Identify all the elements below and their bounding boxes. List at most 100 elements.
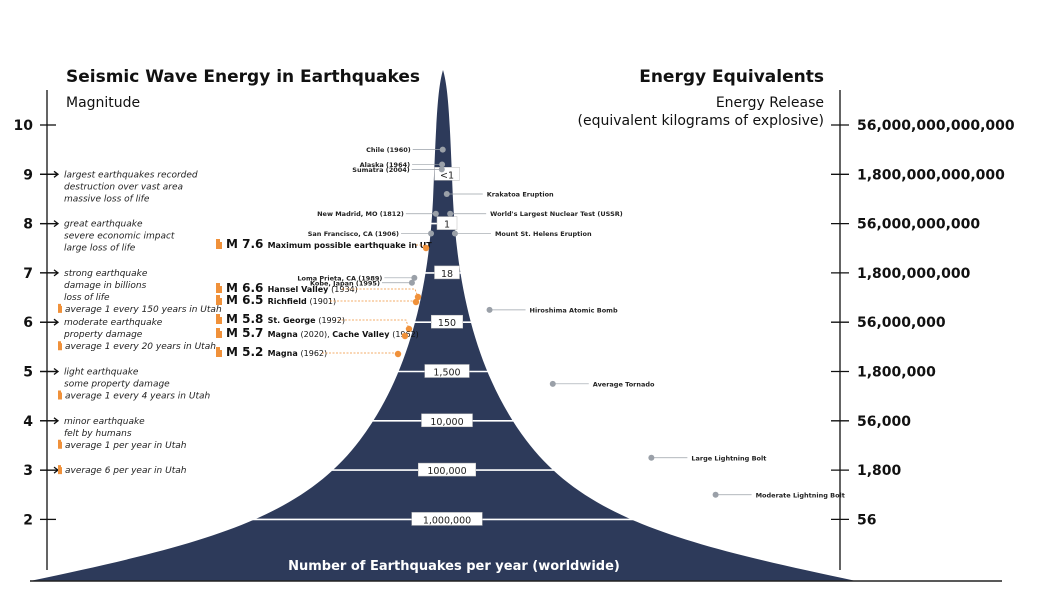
event-label: Krakatoa Eruption <box>487 191 554 199</box>
utah-dot <box>412 298 420 306</box>
utah-icon <box>216 283 222 293</box>
event-label: Kobe, Japan (1995) <box>310 279 380 287</box>
utah-frequency: average 6 per year in Utah <box>65 466 187 476</box>
count-label: 100,000 <box>427 466 466 477</box>
description-arrow <box>40 466 60 474</box>
event-label: Large Lightning Bolt <box>691 454 766 462</box>
magnitude-label: 3 <box>23 463 33 479</box>
description-line: large loss of life <box>64 244 136 254</box>
event-label: Moderate Lightning Bolt <box>756 491 845 499</box>
utah-dot <box>422 244 430 252</box>
magnitude-label: 8 <box>23 217 33 233</box>
utah-leader <box>416 244 427 249</box>
utah-event-label: M 6.5 Richfield (1901) <box>226 293 336 307</box>
utah-frequency: average 1 per year in Utah <box>65 441 187 451</box>
count-box <box>434 265 460 280</box>
utah-icon <box>216 295 222 305</box>
energy-label: 1,800,000 <box>857 365 936 381</box>
event-dot <box>439 161 446 168</box>
description-line: felt by humans <box>64 429 132 439</box>
energy-label: 1,800 <box>857 463 902 479</box>
count-box <box>424 364 470 378</box>
event-dot <box>408 279 415 286</box>
event-dot <box>549 380 556 387</box>
utah-icon <box>58 439 62 449</box>
count-label: 150 <box>438 318 456 329</box>
count-box <box>436 216 458 230</box>
event-label: Alaska (1964) <box>360 161 411 169</box>
event-dot <box>432 210 439 217</box>
utah-frequency: average 1 every 20 years in Utah <box>65 342 216 352</box>
description-arrow <box>40 269 60 277</box>
utah-frequency: average 1 every 4 years in Utah <box>65 392 210 402</box>
title-left: Seismic Wave Energy in Earthquakes <box>66 67 420 87</box>
subtitle-right-1: Energy Release <box>716 95 824 111</box>
utah-event-label: M 5.2 Magna (1962) <box>226 345 327 359</box>
utah-leader <box>330 300 417 303</box>
event-dot <box>447 210 454 217</box>
utah-icon <box>216 314 222 324</box>
count-label: 1 <box>444 220 450 231</box>
utah-icon <box>216 347 222 357</box>
event-label: Mount St. Helens Eruption <box>495 230 592 238</box>
count-box <box>411 512 483 526</box>
count-label: 1,000,000 <box>423 515 471 526</box>
event-dot <box>648 454 655 461</box>
description-line: moderate earthquake <box>64 318 163 328</box>
magnitude-label: 4 <box>23 414 33 430</box>
magnitude-label: 5 <box>23 365 33 381</box>
description-line: minor earthquake <box>64 417 145 427</box>
utah-dot <box>405 325 413 333</box>
event-label: Sumatra (2004) <box>352 166 409 174</box>
event-label: New Madrid, MO (1812) <box>317 210 404 218</box>
description-line: light earthquake <box>64 368 139 378</box>
event-label: Loma Prieta, CA (1989) <box>297 274 382 282</box>
utah-leader <box>322 352 399 355</box>
event-dot <box>411 274 418 281</box>
utah-icon <box>216 328 222 338</box>
description-arrow <box>40 417 60 425</box>
event-label: World's Largest Nuclear Test (USSR) <box>490 210 623 218</box>
description-line: property damage <box>63 330 143 340</box>
utah-event-label: M 5.8 St. George (1992) <box>226 312 345 326</box>
event-label: Average Tornado <box>593 380 655 388</box>
utah-dot <box>414 293 422 301</box>
count-label: <1 <box>440 170 454 181</box>
energy-label: 56 <box>857 512 876 528</box>
count-label: 1,500 <box>433 368 460 379</box>
description-line: severe economic impact <box>64 232 175 242</box>
description-line: some property damage <box>64 380 170 390</box>
description-line: great earthquake <box>64 220 143 230</box>
description-line: destruction over vast area <box>64 182 183 192</box>
energy-label: 56,000,000 <box>857 315 946 331</box>
count-box <box>431 314 463 329</box>
utah-dot <box>401 332 409 340</box>
description-arrow <box>40 170 60 178</box>
event-dot <box>712 491 719 498</box>
magnitude-label: 6 <box>23 315 33 331</box>
magnitude-label: 2 <box>23 512 33 528</box>
title-right: Energy Equivalents <box>639 67 824 87</box>
description-arrow <box>40 367 60 376</box>
magnitude-label: 10 <box>14 118 34 134</box>
description-line: strong earthquake <box>64 269 148 279</box>
count-label: 10,000 <box>430 417 463 428</box>
utah-icon <box>58 465 62 475</box>
event-dot <box>428 230 435 237</box>
event-dot <box>443 191 450 198</box>
event-dot <box>486 306 493 313</box>
energy-label: 56,000,000,000 <box>857 217 980 233</box>
event-label: Hiroshima Atomic Bomb <box>530 306 618 314</box>
bottom-label: Number of Earthquakes per year (worldwid… <box>288 559 620 574</box>
magnitude-label: 9 <box>23 167 33 183</box>
event-dot <box>439 146 446 153</box>
subtitle-left: Magnitude <box>66 95 140 111</box>
utah-icon <box>58 390 62 400</box>
event-dot <box>438 166 445 173</box>
utah-frequency: average 1 every 150 years in Utah <box>65 305 222 315</box>
event-label: San Francisco, CA (1906) <box>308 230 399 238</box>
description-line: largest earthquakes recorded <box>64 170 198 180</box>
count-box <box>421 413 473 428</box>
magnitude-label: 7 <box>23 266 33 282</box>
